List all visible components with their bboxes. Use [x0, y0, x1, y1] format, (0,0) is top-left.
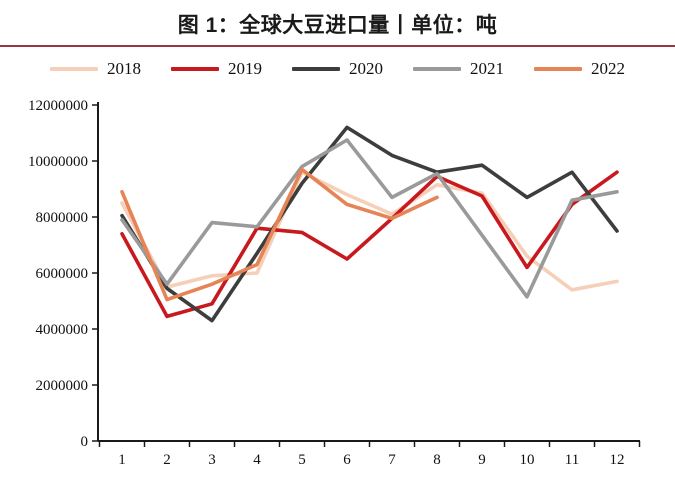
y-tick-label: 0 [81, 434, 89, 450]
legend-label-2021: 2021 [470, 59, 504, 78]
chart-legend: 2018 2019 2020 2021 2022 [0, 58, 675, 80]
y-tick-label: 12000000 [28, 98, 88, 114]
series-line-2020 [120, 125, 619, 323]
x-tick-label: 3 [208, 452, 216, 468]
x-tick-label: 6 [343, 452, 351, 468]
legend-swatch-2019 [171, 67, 219, 71]
x-tick-label: 9 [478, 452, 486, 468]
legend-item-2021: 2021 [413, 59, 504, 79]
legend-label-2022: 2022 [591, 59, 625, 78]
x-tick-label: 1 [118, 452, 126, 468]
y-tick-label: 2000000 [36, 378, 89, 394]
legend-label-2018: 2018 [107, 59, 141, 78]
legend-item-2018: 2018 [50, 59, 141, 79]
x-tick-label: 4 [253, 452, 261, 468]
x-tick-label: 5 [298, 452, 306, 468]
series-line-2021 [120, 138, 619, 299]
legend-swatch-2022 [534, 67, 582, 71]
title-divider [0, 45, 675, 47]
x-tick-label: 2 [163, 452, 171, 468]
legend-item-2019: 2019 [171, 59, 262, 79]
legend-item-2022: 2022 [534, 59, 625, 79]
y-tick-label: 8000000 [36, 210, 89, 226]
y-tick-label: 6000000 [36, 266, 89, 282]
legend-swatch-2018 [50, 67, 98, 71]
legend-swatch-2021 [413, 67, 461, 71]
legend-item-2020: 2020 [292, 59, 383, 79]
x-tick-label: 11 [565, 452, 579, 468]
series-line-2019 [120, 170, 619, 319]
series-line-2022 [120, 167, 439, 302]
line-chart: 0 2000000 4000000 6000000 8000000 10000000 120… [28, 98, 641, 468]
legend-label-2020: 2020 [349, 59, 383, 78]
y-tick-label: 4000000 [36, 322, 89, 338]
page-title: 图 1：全球大豆进口量丨单位：吨 [177, 14, 498, 37]
x-tick-label: 12 [610, 452, 625, 468]
x-tick-label: 7 [388, 452, 396, 468]
y-tick-label: 10000000 [28, 154, 88, 170]
legend-swatch-2020 [292, 67, 340, 71]
legend-label-2019: 2019 [228, 59, 262, 78]
x-tick-label: 10 [520, 452, 535, 468]
series-line-2018 [120, 170, 619, 292]
x-tick-label: 8 [433, 452, 441, 468]
